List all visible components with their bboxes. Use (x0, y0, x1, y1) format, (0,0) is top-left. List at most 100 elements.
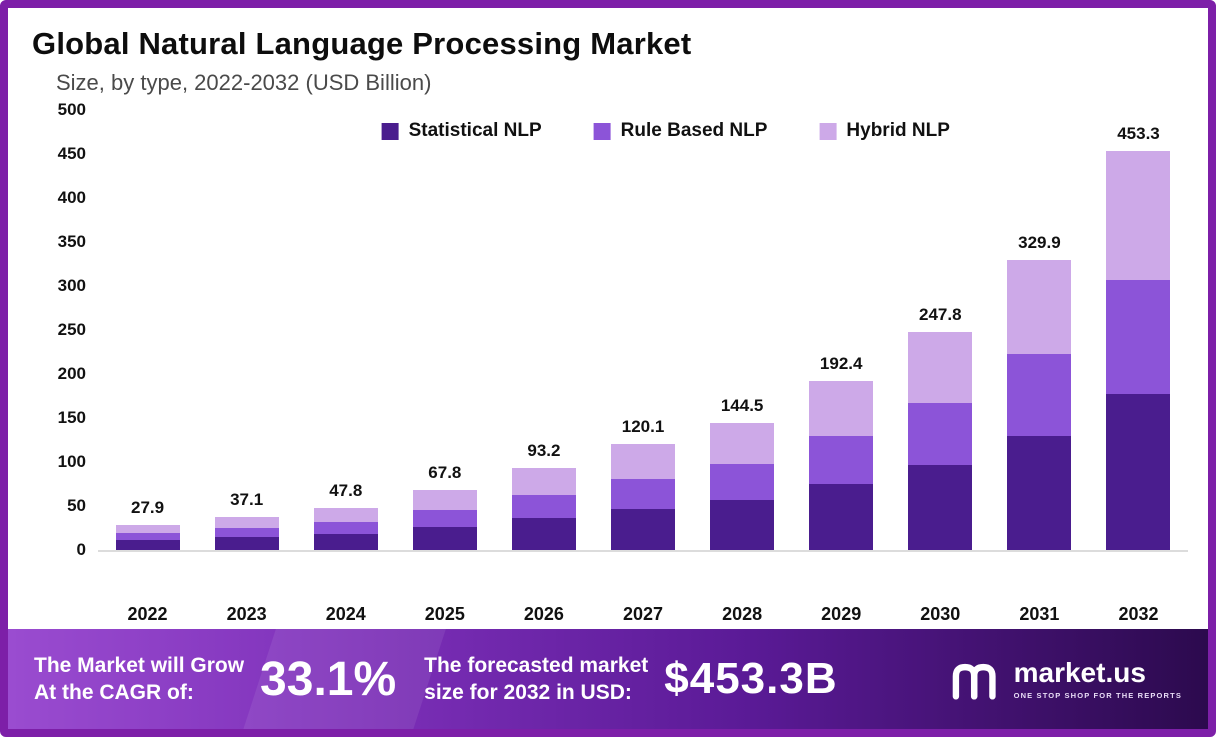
bar-group: 47.8 (313, 480, 378, 550)
bar-stack (313, 507, 378, 550)
hybrid-nlp-segment (1106, 151, 1171, 281)
bar-value-label: 67.8 (428, 463, 462, 483)
bar-group: 329.9 (1007, 232, 1072, 550)
bar-value-label: 192.4 (819, 353, 863, 373)
bar-value-label: 144.5 (720, 395, 764, 415)
statistical-nlp-segment (1106, 394, 1171, 550)
footer-banner: The Market will Grow At the CAGR of: 33.… (8, 629, 1208, 729)
statistical-nlp-segment (611, 508, 676, 550)
y-tick-label: 400 (57, 188, 86, 207)
statistical-nlp-segment (511, 517, 576, 550)
legend-item: Statistical NLP (381, 120, 542, 142)
bar-slot: 27.9 (98, 110, 197, 550)
bar-stack (908, 331, 973, 550)
rule-based-nlp-segment (809, 435, 874, 484)
x-axis-labels: 2022 2023 2024 2025 2026 2027 2028 2029 2030 2031… (98, 604, 1188, 625)
bar-slot: 93.2 (494, 110, 593, 550)
x-axis-label: 2032 (1118, 604, 1159, 624)
x-axis-label: 2022 (127, 604, 168, 624)
legend: Statistical NLP Rule Based NLP Hybrid NLP (381, 120, 950, 142)
y-tick-label: 500 (57, 100, 86, 119)
y-tick-label: 0 (76, 540, 86, 559)
legend-item: Hybrid NLP (819, 120, 950, 142)
bar-slot: 329.9 (990, 110, 1089, 550)
x-axis-label: 2026 (523, 604, 564, 624)
hybrid-nlp-segment (611, 444, 676, 479)
logo-text: market.us (1013, 656, 1146, 688)
chart-card: Global Natural Language Processing Marke… (8, 8, 1208, 629)
x-axis-label: 2028 (722, 604, 763, 624)
rule-based-nlp-segment (1007, 353, 1072, 437)
x-axis-spacer (28, 604, 98, 625)
bar-value-label: 453.3 (1117, 124, 1160, 144)
bar-stack (809, 380, 874, 550)
statistical-nlp-segment (809, 483, 874, 550)
rule-based-nlp-segment (214, 527, 279, 538)
y-tick-label: 100 (57, 452, 86, 471)
bar-value-label: 329.9 (1018, 232, 1061, 252)
y-tick-label: 300 (57, 276, 86, 295)
bar-stack (710, 422, 775, 550)
bar-group: 67.8 (412, 463, 477, 550)
rule-based-nlp-segment (611, 478, 676, 509)
y-tick-label: 250 (57, 320, 86, 339)
bar-group: 247.8 (908, 304, 973, 550)
legend-swatch (593, 122, 611, 140)
hybrid-nlp-segment (115, 525, 180, 534)
bar-slot: 37.1 (197, 110, 296, 550)
bar-value-label: 247.8 (919, 304, 962, 324)
hybrid-nlp-segment (511, 468, 576, 495)
x-axis-label: 2024 (325, 604, 366, 624)
bar-group: 120.1 (611, 417, 676, 550)
bar-group: 27.9 (115, 498, 180, 550)
legend-label: Statistical NLP (408, 120, 542, 141)
rule-based-nlp-segment (412, 509, 477, 527)
x-axis-label: 2029 (821, 604, 862, 624)
bar-slot: 192.4 (792, 110, 891, 550)
bar-value-label: 47.8 (329, 480, 363, 500)
y-axis: 0 50 100 150 200 250 300 350 400 450 500 (28, 100, 98, 559)
hybrid-nlp-segment (809, 380, 874, 436)
chart-subtitle: Size, by type, 2022-2032 (USD Billion) (56, 70, 432, 95)
legend-swatch (819, 122, 837, 140)
bar-stack (611, 444, 676, 550)
rule-based-nlp-segment (710, 464, 775, 501)
marketus-logo-textblock: market.us ONE STOP SHOP FOR THE REPORTS (1013, 656, 1182, 700)
cagr-label: The Market will Grow At the CAGR of: (34, 653, 245, 704)
bar-group: 144.5 (710, 395, 775, 550)
statistical-nlp-segment (214, 537, 279, 550)
statistical-nlp-segment (1007, 436, 1072, 550)
x-axis-label: 2023 (226, 604, 267, 624)
legend-swatch (381, 122, 399, 140)
chart: 0 50 100 150 200 250 300 350 400 450 500 Statistic… (28, 100, 1188, 592)
hybrid-nlp-segment (710, 422, 775, 465)
cagr-value: 33.1% (260, 652, 397, 706)
x-axis: 2022 2023 2024 2025 2026 2027 2028 2029 2030 2031… (28, 592, 1188, 629)
bar-value-label: 120.1 (621, 417, 665, 437)
legend-label: Hybrid NLP (846, 120, 950, 141)
marketus-logo-icon (952, 663, 996, 700)
y-tick-label: 50 (67, 496, 86, 515)
rule-based-nlp-segment (313, 521, 378, 534)
hybrid-nlp-segment (313, 507, 378, 522)
bar-stack (214, 517, 279, 550)
hybrid-nlp-segment (1007, 259, 1072, 354)
chart-title: Global Natural Language Processing Marke… (32, 26, 692, 61)
hybrid-nlp-segment (214, 517, 279, 528)
bar-group: 93.2 (511, 441, 576, 550)
bar-stack (115, 525, 180, 550)
rule-based-nlp-segment (115, 533, 180, 541)
legend-label: Rule Based NLP (620, 120, 768, 141)
bar-stack (1106, 151, 1171, 550)
bar-slot: 67.8 (395, 110, 494, 550)
legend-item: Rule Based NLP (593, 120, 768, 142)
bar-slot: 247.8 (891, 110, 990, 550)
bar-stack (1007, 259, 1072, 550)
bar-slot: 453.3 (1089, 110, 1188, 550)
bar-group: 453.3 (1106, 124, 1171, 550)
bar-group: 37.1 (214, 490, 279, 550)
hybrid-nlp-segment (412, 490, 477, 510)
bar-group: 192.4 (809, 353, 874, 550)
hybrid-nlp-segment (908, 331, 973, 403)
